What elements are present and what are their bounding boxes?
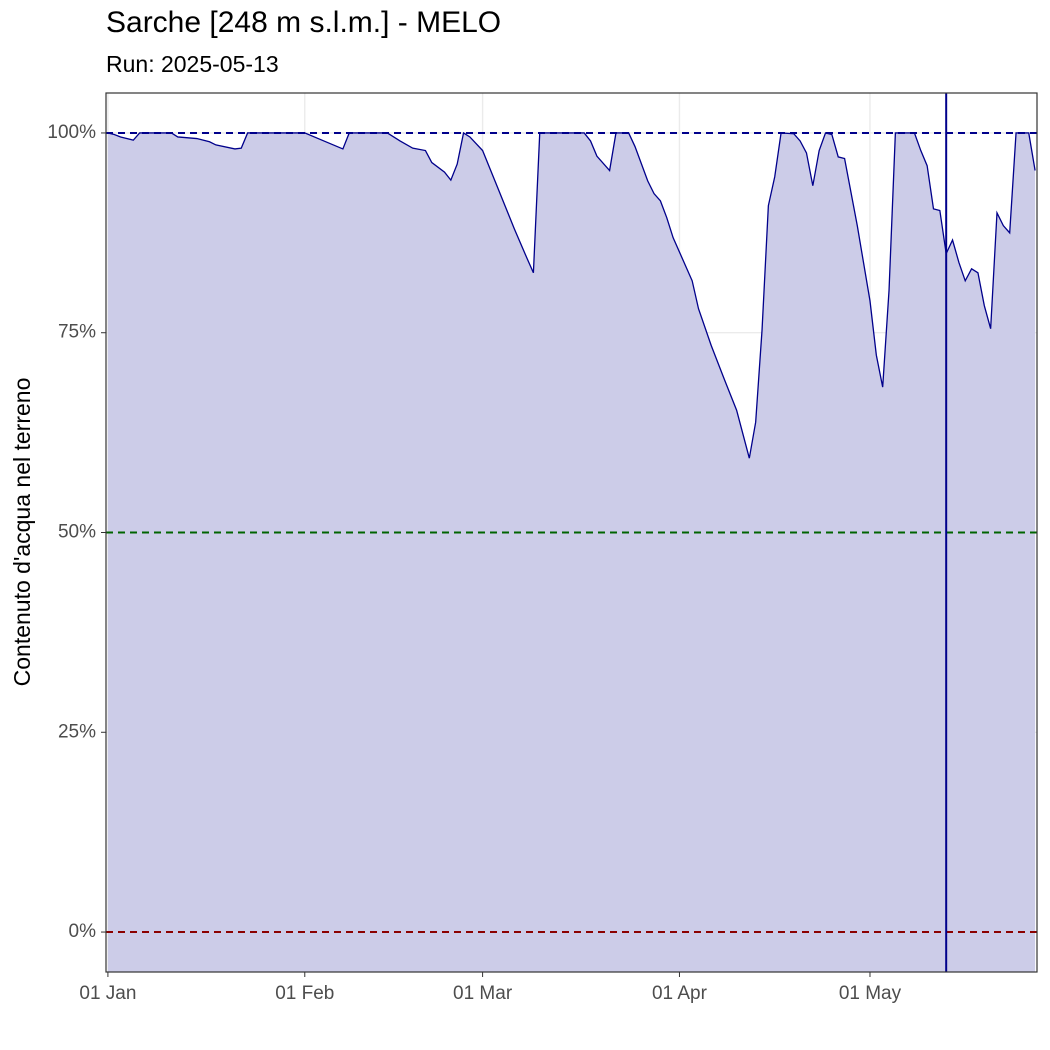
chart-subtitle: Run: 2025-05-13 bbox=[106, 51, 279, 77]
y-tick-label: 50% bbox=[58, 522, 96, 543]
y-tick-label: 75% bbox=[58, 322, 96, 343]
x-tick-label: 01 Feb bbox=[275, 983, 334, 1004]
y-tick-label: 25% bbox=[58, 721, 96, 742]
x-tick-label: 01 Jan bbox=[79, 983, 136, 1004]
y-tick-label: 100% bbox=[47, 122, 96, 143]
series-line bbox=[107, 131, 1036, 459]
area-fill bbox=[107, 132, 1036, 973]
chart-title: Sarche [248 m s.l.m.] - MELO bbox=[106, 6, 501, 39]
x-tick-label: 01 Mar bbox=[453, 983, 513, 1004]
x-tick-label: 01 Apr bbox=[652, 983, 708, 1004]
y-tick-label: 0% bbox=[69, 921, 97, 942]
y-axis-label: Contenuto d'acqua nel terreno bbox=[9, 378, 35, 687]
panel-border bbox=[105, 92, 1038, 973]
x-tick-label: 01 May bbox=[839, 983, 902, 1004]
